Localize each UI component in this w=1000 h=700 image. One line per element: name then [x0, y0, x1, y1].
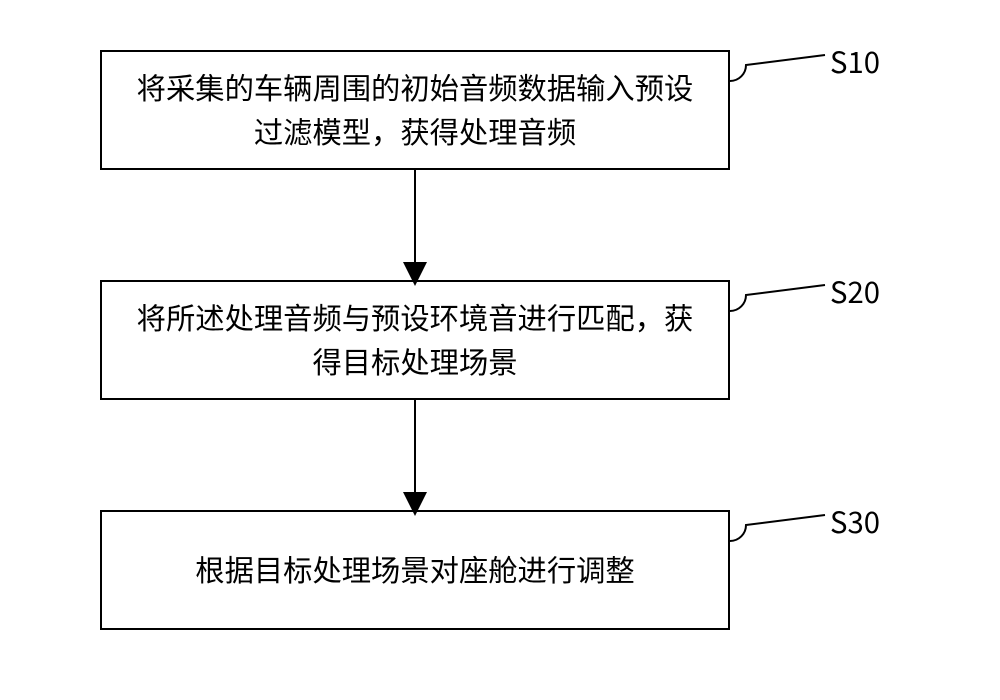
flow-node-s10-text: 将采集的车辆周围的初始音频数据输入预设 过滤模型，获得处理音频	[137, 66, 694, 154]
flowchart-canvas: 将采集的车辆周围的初始音频数据输入预设 过滤模型，获得处理音频 S10 将所述处…	[0, 0, 1000, 700]
flow-node-s20: 将所述处理音频与预设环境音进行匹配，获 得目标处理场景	[100, 280, 730, 400]
label-connector-s20	[730, 285, 825, 311]
label-connector-s10	[730, 55, 825, 81]
label-connector-s30	[730, 515, 825, 541]
flow-node-s10: 将采集的车辆周围的初始音频数据输入预设 过滤模型，获得处理音频	[100, 50, 730, 170]
step-label-s20: S20	[830, 270, 880, 312]
flow-node-s30: 根据目标处理场景对座舱进行调整	[100, 510, 730, 630]
flow-node-s20-text: 将所述处理音频与预设环境音进行匹配，获 得目标处理场景	[137, 296, 694, 384]
step-label-s10: S10	[830, 40, 880, 82]
step-label-s30: S30	[830, 500, 880, 542]
flow-node-s30-text: 根据目标处理场景对座舱进行调整	[195, 548, 634, 592]
